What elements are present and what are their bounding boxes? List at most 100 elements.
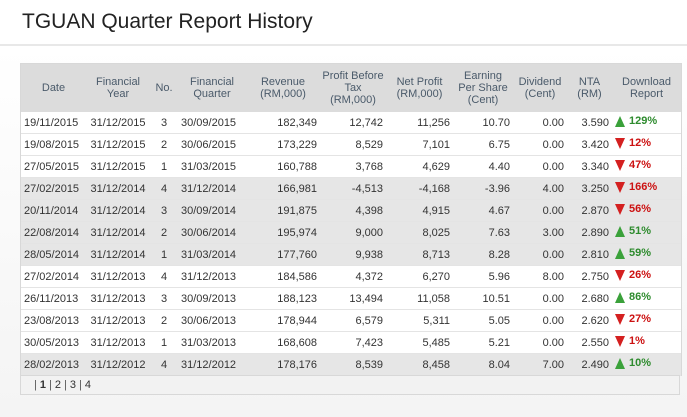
cell-revenue: 173,229 (246, 133, 320, 156)
cell-financial-year: 31/12/2015 (86, 155, 150, 178)
cell-financial-year: 31/12/2014 (86, 177, 150, 200)
arrow-down-icon (615, 181, 625, 193)
report-table-container: Date Financial Year No. Financial Quarte… (20, 63, 682, 376)
download-report-link[interactable]: 166% (615, 181, 657, 193)
table-row: 27/02/2015 31/12/2014 4 31/12/2014 166,981 -4… (21, 177, 681, 200)
cell-profit-before-tax: 9,938 (320, 243, 386, 266)
cell-net-profit: 6,270 (386, 265, 453, 288)
table-row: 30/05/2013 31/12/2013 1 31/03/2013 168,608 7,… (21, 331, 681, 354)
cell-net-profit: 11,256 (386, 112, 453, 134)
cell-revenue: 160,788 (246, 155, 320, 178)
cell-eps: 4.67 (453, 199, 513, 222)
cell-no: 1 (150, 243, 178, 266)
cell-nta: 2.620 (567, 309, 612, 332)
cell-financial-year: 31/12/2015 (86, 112, 150, 134)
col-header-no[interactable]: No. (150, 64, 178, 112)
cell-nta: 2.890 (567, 221, 612, 244)
cell-profit-before-tax: 8,529 (320, 133, 386, 156)
cell-dividend: 0.00 (513, 133, 567, 156)
cell-net-profit: 7,101 (386, 133, 453, 156)
cell-eps: 10.70 (453, 112, 513, 134)
change-percent: 166% (629, 181, 658, 194)
cell-eps: 8.28 (453, 243, 513, 266)
cell-date: 27/02/2015 (21, 177, 86, 200)
cell-net-profit: 5,311 (386, 309, 453, 332)
change-percent: 56% (629, 203, 652, 216)
title-divider (0, 44, 687, 46)
col-header-eps[interactable]: Earning Per Share (Cent) (453, 64, 513, 112)
pager-page-4[interactable]: 4 (84, 379, 91, 391)
cell-profit-before-tax: 6,579 (320, 309, 386, 332)
cell-date: 30/05/2013 (21, 331, 86, 354)
cell-dividend: 0.00 (513, 155, 567, 178)
col-header-net-profit[interactable]: Net Profit (RM,000) (386, 64, 453, 112)
pager-separator: | (34, 379, 37, 391)
col-header-dividend[interactable]: Dividend (Cent) (513, 64, 567, 112)
download-report-link[interactable]: 56% (615, 203, 651, 215)
change-percent: 1% (629, 335, 645, 348)
cell-download: 47% (612, 155, 681, 178)
cell-financial-quarter: 30/06/2014 (178, 221, 246, 244)
cell-profit-before-tax: 4,372 (320, 265, 386, 288)
pager-page-3[interactable]: 3 (69, 379, 76, 391)
cell-date: 27/02/2014 (21, 265, 86, 288)
col-header-revenue[interactable]: Revenue (RM,000) (246, 64, 320, 112)
cell-nta: 3.590 (567, 112, 612, 134)
cell-revenue: 168,608 (246, 331, 320, 354)
page-title: TGUAN Quarter Report History (22, 10, 313, 33)
pager-page-2[interactable]: 2 (54, 379, 61, 391)
cell-nta: 2.680 (567, 287, 612, 310)
cell-financial-quarter: 31/12/2012 (178, 353, 246, 376)
cell-date: 23/08/2013 (21, 309, 86, 332)
change-percent: 12% (629, 137, 652, 150)
cell-eps: 8.04 (453, 353, 513, 376)
cell-financial-year: 31/12/2015 (86, 133, 150, 156)
cell-download: 129% (612, 112, 681, 134)
change-percent: 26% (629, 269, 652, 282)
download-report-link[interactable]: 47% (615, 159, 651, 171)
cell-no: 1 (150, 331, 178, 354)
download-report-link[interactable]: 27% (615, 313, 651, 325)
pager-separator: | (63, 379, 67, 391)
pager-page-1[interactable]: 1 (39, 379, 46, 391)
cell-no: 1 (150, 155, 178, 178)
download-report-link[interactable]: 26% (615, 269, 651, 281)
download-report-link[interactable]: 10% (615, 357, 651, 369)
cell-financial-quarter: 31/12/2014 (178, 177, 246, 200)
col-header-profit-before-tax[interactable]: Profit Before Tax (RM,000) (320, 64, 386, 112)
arrow-up-icon (615, 291, 625, 303)
download-report-link[interactable]: 129% (615, 115, 657, 127)
cell-date: 19/08/2015 (21, 133, 86, 156)
cell-no: 4 (150, 353, 178, 376)
col-header-date[interactable]: Date (21, 64, 86, 112)
cell-dividend: 0.00 (513, 112, 567, 134)
table-row: 26/11/2013 31/12/2013 3 30/09/2013 188,123 13… (21, 287, 681, 310)
cell-date: 28/05/2014 (21, 243, 86, 266)
cell-download: 1% (612, 331, 681, 354)
cell-net-profit: 11,058 (386, 287, 453, 310)
col-header-financial-year[interactable]: Financial Year (86, 64, 150, 112)
cell-profit-before-tax: -4,513 (320, 177, 386, 200)
download-report-link[interactable]: 12% (615, 137, 651, 149)
change-percent: 10% (629, 357, 652, 370)
pager-separator: | (48, 379, 52, 391)
cell-net-profit: 5,485 (386, 331, 453, 354)
download-report-link[interactable]: 1% (615, 335, 645, 347)
cell-revenue: 182,349 (246, 112, 320, 134)
cell-download: 10% (612, 353, 681, 376)
cell-dividend: 0.00 (513, 309, 567, 332)
download-report-link[interactable]: 59% (615, 247, 651, 259)
col-header-financial-quarter[interactable]: Financial Quarter (178, 64, 246, 112)
cell-revenue: 195,974 (246, 221, 320, 244)
col-header-nta[interactable]: NTA (RM) (567, 64, 612, 112)
cell-no: 3 (150, 287, 178, 310)
cell-profit-before-tax: 7,423 (320, 331, 386, 354)
cell-download: 12% (612, 133, 681, 156)
cell-date: 27/05/2015 (21, 155, 86, 178)
download-report-link[interactable]: 51% (615, 225, 651, 237)
arrow-up-icon (615, 357, 625, 369)
cell-nta: 2.750 (567, 265, 612, 288)
cell-no: 4 (150, 177, 178, 200)
cell-nta: 3.420 (567, 133, 612, 156)
download-report-link[interactable]: 86% (615, 291, 651, 303)
